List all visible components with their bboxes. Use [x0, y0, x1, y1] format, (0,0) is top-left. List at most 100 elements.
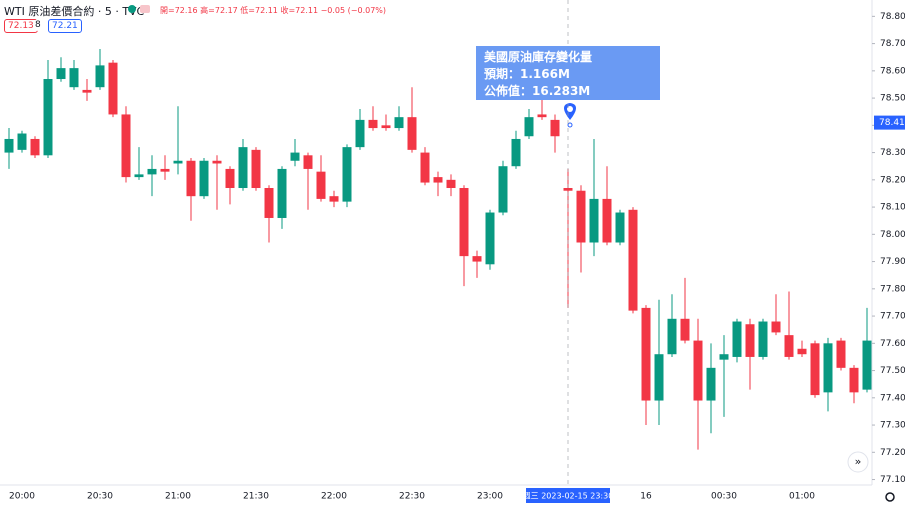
candle-body: [732, 321, 742, 357]
x-tick-label: 22:00: [321, 492, 347, 502]
y-tick-label: 77.30: [880, 421, 905, 431]
last-price-bg: [874, 115, 905, 130]
candle-body: [511, 138, 521, 167]
y-tick-label: 78.00: [880, 230, 905, 240]
candle-body: [706, 367, 716, 401]
candle-body: [524, 117, 534, 137]
x-tick-label: 23:00: [477, 492, 503, 502]
last-price-label: 78.41: [879, 118, 905, 128]
y-tick-label: 77.20: [880, 448, 905, 458]
event-pin: [564, 103, 576, 128]
candle-body: [134, 174, 144, 178]
candle-body: [108, 62, 118, 115]
crosshair-label-bg: [526, 488, 610, 503]
candle-body: [4, 138, 14, 153]
candle-body: [771, 321, 781, 333]
candle-body: [498, 166, 508, 213]
y-tick-label: 77.10: [880, 475, 905, 485]
candle-body: [381, 125, 391, 129]
candle-body: [615, 212, 625, 243]
candle-body: [264, 188, 274, 218]
candle-body: [628, 209, 638, 311]
ohlc-values: 開=72.16 高=72.17 低=72.11 收=72.11 −0.05 (−…: [160, 6, 387, 15]
event-actual: 公佈值：16.283M: [484, 84, 591, 98]
y-tick-label: 78.20: [880, 175, 905, 185]
candle-body: [199, 160, 209, 197]
y-tick-label: 78.80: [880, 12, 905, 22]
y-tick-label: 77.50: [880, 366, 905, 376]
candle-body: [784, 335, 794, 357]
candle-body: [30, 138, 40, 156]
candle-body: [849, 367, 859, 393]
candle-body: [641, 307, 651, 401]
svg-text:»: »: [855, 455, 862, 468]
candle-body: [654, 354, 664, 401]
candle-body: [225, 168, 235, 189]
x-tick-label: 16: [640, 492, 652, 502]
candle-body: [433, 177, 443, 183]
candle-body: [43, 79, 53, 156]
candle-body: [212, 160, 222, 164]
ask-price[interactable]: 72.21: [48, 19, 82, 33]
candle-body: [368, 119, 378, 129]
candle-body: [459, 188, 469, 257]
candle-body: [95, 65, 105, 88]
event-title: 美國原油庫存變化量: [484, 50, 593, 64]
candle-body: [69, 68, 79, 88]
candle-body: [810, 343, 820, 396]
candle-body: [836, 340, 846, 368]
candle-body: [355, 119, 365, 148]
candle-body: [563, 188, 573, 191]
candle-body: [576, 190, 586, 243]
crosshair-label: 週三 2023-02-15 23:30: [523, 492, 614, 501]
candle-body: [472, 256, 482, 262]
candle-body: [550, 119, 560, 137]
candle-body: [446, 179, 456, 189]
y-tick-label: 77.70: [880, 312, 905, 322]
candle-body: [251, 149, 261, 189]
candle-body: [56, 68, 66, 80]
x-tick-label: 20:30: [87, 492, 113, 502]
candle-body: [121, 114, 131, 178]
y-tick-label: 78.70: [880, 39, 905, 49]
candle-body: [745, 324, 755, 357]
candle-body: [758, 321, 768, 357]
y-tick-label: 77.60: [880, 339, 905, 349]
candle-body: [277, 168, 287, 218]
candle-body: [290, 152, 300, 161]
candle-body: [342, 147, 352, 202]
symbol-title: WTI 原油差價合約 · 5 · TVC: [4, 5, 145, 18]
y-tick-label: 78.50: [880, 94, 905, 104]
candle-body: [147, 168, 157, 175]
candle-body: [719, 354, 729, 360]
candle-body: [862, 340, 872, 390]
candle-body: [407, 117, 417, 150]
settings-button[interactable]: [885, 492, 895, 502]
candle-body: [693, 340, 703, 401]
candle-body: [316, 171, 326, 199]
candle-body: [17, 133, 27, 150]
x-tick-label: 21:30: [243, 492, 269, 502]
scroll-button[interactable]: »: [847, 451, 869, 473]
event-forecast: 預期：1.166M: [484, 67, 570, 81]
y-tick-label: 77.40: [880, 393, 905, 403]
y-tick-label: 77.80: [880, 284, 905, 294]
candle-body: [82, 89, 92, 93]
candle-body: [797, 348, 807, 355]
x-tick-label: 01:00: [789, 492, 815, 502]
y-tick-label: 78.30: [880, 148, 905, 158]
candle-body: [329, 196, 339, 202]
x-tick-label: 22:30: [399, 492, 425, 502]
candle-body: [667, 318, 677, 355]
status-dot: [128, 5, 136, 13]
candle-body: [173, 160, 183, 164]
y-tick-label: 78.60: [880, 66, 905, 76]
event-tooltip: 美國原油庫存變化量 預期：1.166M 公佈值：16.283M: [476, 46, 660, 100]
candle-body: [186, 160, 196, 197]
y-tick-label: 78.10: [880, 203, 905, 213]
candle-body: [420, 152, 430, 183]
x-tick-label: 00:30: [711, 492, 737, 502]
candle-body: [823, 343, 833, 393]
bid-price[interactable]: 72.13: [4, 19, 38, 33]
